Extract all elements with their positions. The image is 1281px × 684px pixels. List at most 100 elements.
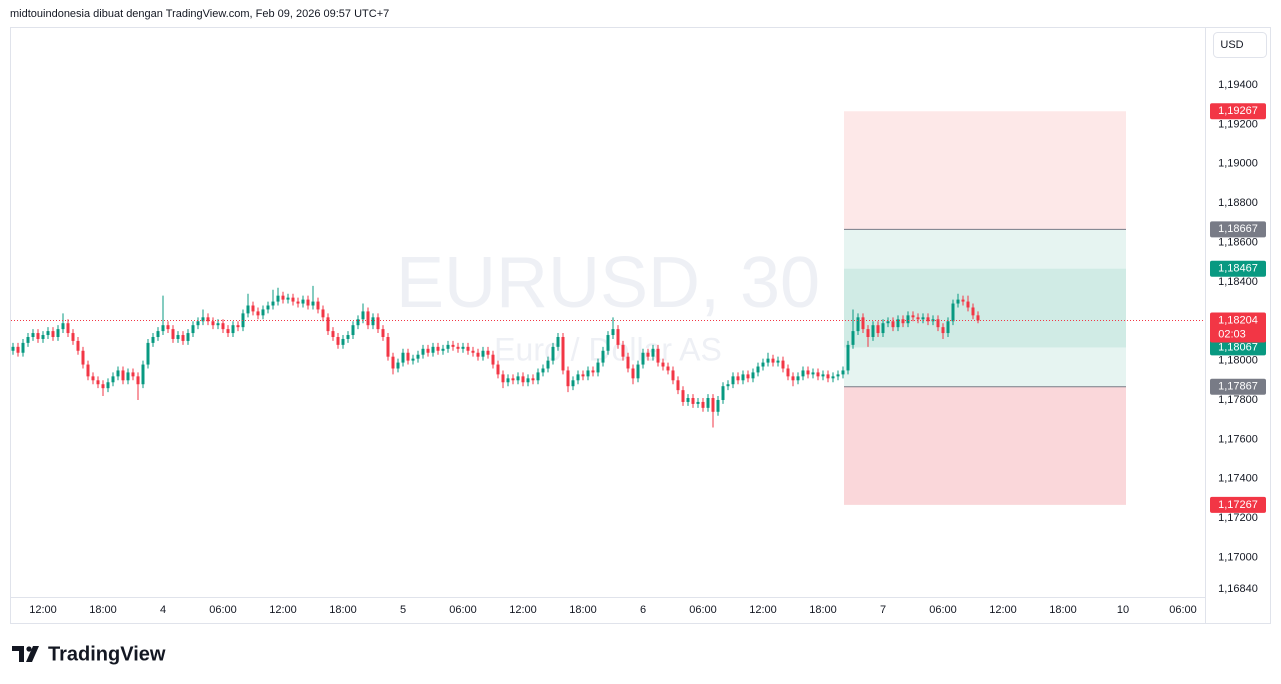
y-tick-label: 1,19400	[1218, 79, 1258, 91]
candle-body	[161, 325, 165, 332]
candle-body	[366, 311, 370, 326]
candle-body	[311, 301, 315, 306]
candle-body	[871, 325, 875, 337]
x-tick-label: 18:00	[329, 604, 357, 616]
candle-body	[926, 317, 930, 322]
candle-body	[876, 325, 880, 334]
candle-body	[381, 329, 385, 337]
candle-body	[616, 329, 620, 345]
candle-body	[336, 336, 340, 345]
candle-body	[596, 362, 600, 373]
y-tick-label: 1,18000	[1218, 355, 1258, 367]
candle-body	[131, 372, 135, 377]
candle-body	[421, 348, 425, 355]
candle-body	[296, 301, 300, 304]
candle-body	[856, 317, 860, 332]
candle-body	[806, 370, 810, 375]
candle-body	[816, 372, 820, 377]
candle-body	[701, 401, 705, 408]
x-tick-label: 4	[160, 604, 166, 616]
candle-body	[661, 362, 665, 367]
candle-body	[446, 344, 450, 349]
candle-body	[791, 376, 795, 381]
countdown-label: 02:03	[1218, 328, 1246, 340]
candle-body	[81, 350, 85, 365]
candle-body	[181, 335, 185, 341]
candle-body	[391, 356, 395, 369]
candle-body	[111, 376, 115, 383]
candle-body	[501, 374, 505, 383]
logo-mark	[12, 646, 24, 662]
candle-body	[51, 331, 55, 337]
candle-body	[531, 378, 535, 381]
candle-body	[61, 323, 65, 330]
candle-body	[551, 346, 555, 361]
candle-body	[696, 401, 700, 404]
y-tick-label: 1,17000	[1218, 551, 1258, 563]
candle-body	[771, 358, 775, 363]
candle-body	[426, 348, 430, 353]
candle-body	[566, 370, 570, 387]
candle-body	[741, 374, 745, 381]
candle-body	[911, 315, 915, 318]
candle-body	[411, 358, 415, 361]
candle-body	[711, 398, 715, 412]
candle-body	[291, 297, 295, 302]
x-tick-label: 10	[1117, 604, 1129, 616]
x-tick-label: 12:00	[269, 604, 297, 616]
candle-body	[246, 305, 250, 314]
price-badge-label: 1,18467	[1218, 263, 1258, 275]
candle-body	[716, 399, 720, 412]
y-tick-label: 1,19200	[1218, 118, 1258, 130]
price-badge	[1210, 496, 1266, 513]
position-zone	[844, 386, 1126, 505]
candle-body	[141, 364, 145, 385]
x-tick-label: 18:00	[1049, 604, 1077, 616]
candle-body	[56, 329, 60, 337]
x-tick-label: 6	[640, 604, 646, 616]
candle-body	[206, 317, 210, 322]
candle-body	[361, 311, 365, 320]
candle-body	[671, 370, 675, 381]
candle-body	[846, 344, 850, 371]
candle-body	[21, 342, 25, 353]
candle-body	[781, 360, 785, 369]
candle-body	[266, 305, 270, 310]
candle-body	[176, 335, 180, 339]
candle-body	[256, 311, 260, 316]
currency-button[interactable]	[1213, 32, 1267, 58]
candle-body	[821, 374, 825, 377]
candle-body	[186, 333, 190, 341]
candle-body	[376, 317, 380, 330]
candle-body	[831, 376, 835, 379]
candle-body	[606, 335, 610, 351]
candle-body	[121, 370, 125, 381]
currency-label[interactable]: USD	[1220, 39, 1243, 51]
candle-body	[91, 376, 95, 381]
position-zone	[844, 268, 1126, 348]
logo-dot	[26, 646, 32, 652]
candle-body	[231, 325, 235, 334]
candle-body	[511, 378, 515, 381]
candle-body	[496, 364, 500, 375]
x-tick-label: 18:00	[569, 604, 597, 616]
candle-body	[916, 317, 920, 320]
candle-body	[921, 317, 925, 320]
candle-body	[26, 336, 30, 343]
candle-body	[836, 374, 840, 377]
candle-body	[776, 360, 780, 363]
candle-body	[436, 346, 440, 351]
y-tick-label: 1,17800	[1218, 394, 1258, 406]
candle-body	[576, 374, 580, 381]
candle-body	[601, 350, 605, 363]
candle-body	[106, 382, 110, 389]
x-tick-label: 12:00	[989, 604, 1017, 616]
price-badge	[1210, 339, 1266, 356]
candle-body	[621, 344, 625, 357]
candle-body	[401, 352, 405, 363]
candle-body	[966, 301, 970, 308]
candle-body	[951, 303, 955, 322]
candle-body	[561, 336, 565, 371]
candle-body	[941, 327, 945, 334]
candle-body	[36, 333, 40, 339]
